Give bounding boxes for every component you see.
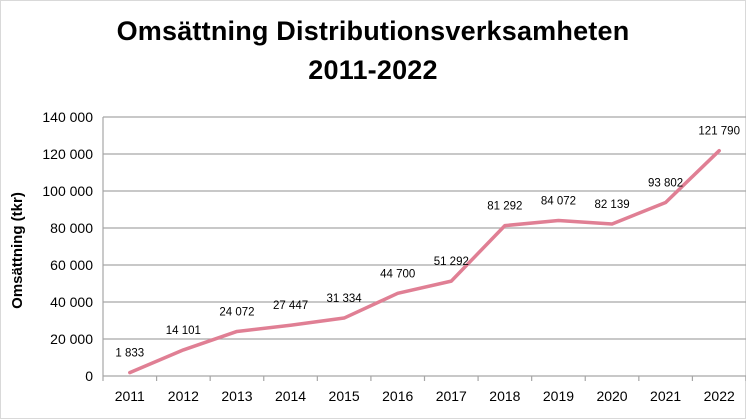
x-tick-label: 2016: [382, 388, 413, 404]
series-layer: [128, 148, 721, 375]
y-tick-label: 20 000: [50, 331, 93, 347]
x-tick-label: 2014: [275, 388, 306, 404]
x-tick-label: 2019: [543, 388, 574, 404]
chart-subtitle: 2011-2022: [308, 55, 438, 85]
y-tick-labels: 0 20 000 40 000 60 000 80 000 100 000 120 000 1…: [42, 109, 93, 384]
x-tick-label: 2012: [168, 388, 199, 404]
x-tick-label: 2013: [221, 388, 252, 404]
series-line: [128, 148, 721, 375]
axes: [102, 117, 746, 381]
data-label: 121 790: [698, 126, 740, 138]
data-label: 84 072: [541, 195, 576, 207]
x-tick-label: 2011: [115, 388, 145, 404]
x-tick-label: 2015: [329, 388, 360, 404]
x-tick-label: 2020: [596, 388, 627, 404]
data-label: 31 334: [327, 293, 363, 305]
chart-title: Omsättning Distributionsverksamheten: [116, 16, 630, 46]
y-axis-label: Omsättning (tkr): [9, 192, 26, 309]
x-tick-label: 2021: [650, 388, 681, 404]
x-tick-label: 2022: [704, 388, 735, 404]
data-label: 93 802: [648, 177, 683, 189]
x-tick-labels: 2011 2012 2013 2014 2015 2016 2017 2018 2019 2020…: [115, 388, 735, 404]
data-label: 14 101: [166, 325, 201, 337]
y-tick-label: 140 000: [42, 109, 93, 125]
data-label: 51 292: [434, 256, 469, 268]
y-tick-label: 80 000: [50, 220, 93, 236]
y-tick-label: 0: [85, 368, 93, 384]
y-tick-label: 120 000: [42, 146, 93, 162]
y-tick-label: 100 000: [42, 183, 93, 199]
y-tick-label: 60 000: [50, 257, 93, 273]
data-labels: 1 833 14 101 24 072 27 447 31 334 44 700 51 29…: [115, 126, 740, 360]
x-tick-label: 2017: [436, 388, 467, 404]
data-label: 24 072: [219, 306, 254, 318]
data-label: 1 833: [115, 348, 144, 360]
x-tick-label: 2018: [489, 388, 520, 404]
gridlines: [103, 116, 746, 340]
data-label: 81 292: [487, 201, 522, 213]
data-label: 82 139: [594, 199, 629, 211]
y-tick-label: 40 000: [50, 294, 93, 310]
data-label: 27 447: [273, 300, 308, 312]
data-label: 44 700: [380, 268, 415, 280]
